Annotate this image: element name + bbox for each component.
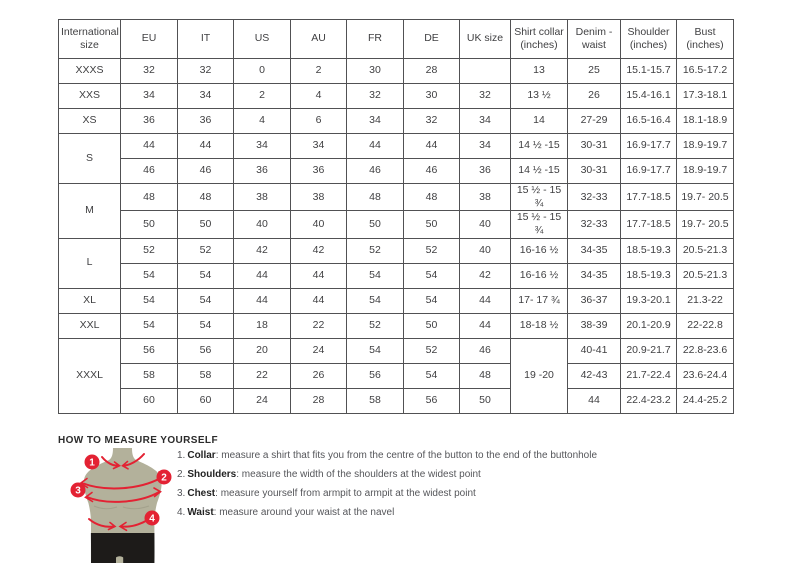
instruction-waist: 4. Waist: measure around your waist at th…: [177, 507, 395, 518]
chest-contour: [93, 505, 150, 510]
marker-1-label: 1: [89, 458, 95, 469]
measure-section-heading: HOW TO MEASURE YOURSELF: [58, 430, 218, 448]
size-label: XL: [58, 287, 121, 314]
table-row: L 52 52 42 42 52 52 40 16-16 ½ 34-35 18.5-19.…: [58, 237, 734, 289]
table-row: 60 60 24 28 58 56 50 44 22.4-23.2 24.4-25.2: [59, 387, 734, 414]
table-row: XXXL 56 56 20 24 54 52 46 19 -20 40-41 20.9-…: [58, 337, 734, 414]
marker-4-icon: [144, 510, 160, 526]
size-label: XXXL: [58, 337, 121, 414]
marker-4-label: 4: [149, 514, 155, 525]
col-header-de: DE: [403, 19, 460, 59]
size-label: XXS: [58, 83, 121, 109]
table-row: XXL 54 54 18 22 52 50 44 18-18 ½ 38-39 20.1-2…: [58, 312, 734, 339]
size-label: M: [58, 183, 121, 239]
table-row: M 48 48 38 38 48 48 38 15 ½ - 15 ¾ 32-33 17.7…: [58, 182, 734, 239]
marker-circles: 1 2 3 4: [70, 454, 172, 526]
col-header-eu: EU: [120, 19, 178, 59]
table-row: XL 54 54 44 44 54 54 44 17- 17 ¾ 36-37 19.3-2…: [58, 287, 734, 314]
size-label: L: [58, 237, 121, 289]
col-header-au: AU: [290, 19, 347, 59]
section-title: HOW TO MEASURE YOURSELF: [58, 435, 218, 446]
table-header-row: International size EU IT US AU FR DE UK …: [58, 19, 734, 59]
shorts-shape: [90, 533, 155, 563]
col-header-shirt-collar: Shirt collar (inches): [510, 19, 568, 59]
table-row: 50 50 40 40 50 50 40 15 ½ - 15 ¾ 32-33 17.7-1…: [59, 210, 734, 239]
instruction-shoulders: 2. Shoulders: measure the width of the sh…: [177, 469, 481, 480]
col-header-international-size: International size: [58, 19, 121, 59]
col-header-uk-size: UK size: [459, 19, 511, 59]
col-header-shoulder: Shoulder (inches): [620, 19, 677, 59]
marker-1-icon: [84, 454, 100, 470]
col-header-us: US: [233, 19, 291, 59]
table-row: 58 58 22 26 56 54 48 42-43 21.7-22.4 23.6-24…: [59, 362, 734, 389]
size-chart-table: International size EU IT US AU FR DE UK …: [58, 19, 734, 414]
size-label: XS: [58, 108, 121, 134]
mannequin-illustration: 1 2 3 4: [70, 448, 172, 563]
measure-instructions: 1. Collar: measure a shirt that fits you …: [177, 446, 737, 522]
marker-3-label: 3: [75, 486, 81, 497]
table-row: 54 54 44 44 54 54 42 16-16 ½ 34-35 18.5-19.3 …: [59, 262, 734, 289]
col-header-fr: FR: [346, 19, 404, 59]
col-header-bust: Bust (inches): [676, 19, 734, 59]
instruction-collar: 1. Collar: measure a shirt that fits you …: [177, 450, 598, 461]
marker-2-icon: [156, 469, 172, 485]
size-label: XXL: [58, 312, 121, 339]
size-label: XXXS: [58, 58, 121, 84]
col-header-it: IT: [177, 19, 234, 59]
table-row: S 44 44 34 34 44 44 34 14 ½ -15 30-31 16.9-17…: [58, 133, 734, 184]
size-label: S: [58, 133, 121, 184]
marker-2-label: 2: [161, 473, 167, 484]
instruction-chest: 3. Chest: measure yourself from armpit to…: [177, 488, 476, 499]
table-row: 46 46 36 36 46 46 36 14 ½ -15 30-31 16.9-17.7…: [59, 158, 734, 184]
col-header-denim-waist: Denim - waist: [567, 19, 621, 59]
shirt-collar-merged-cell: 19 -20: [510, 337, 568, 414]
marker-3-icon: [70, 482, 86, 498]
